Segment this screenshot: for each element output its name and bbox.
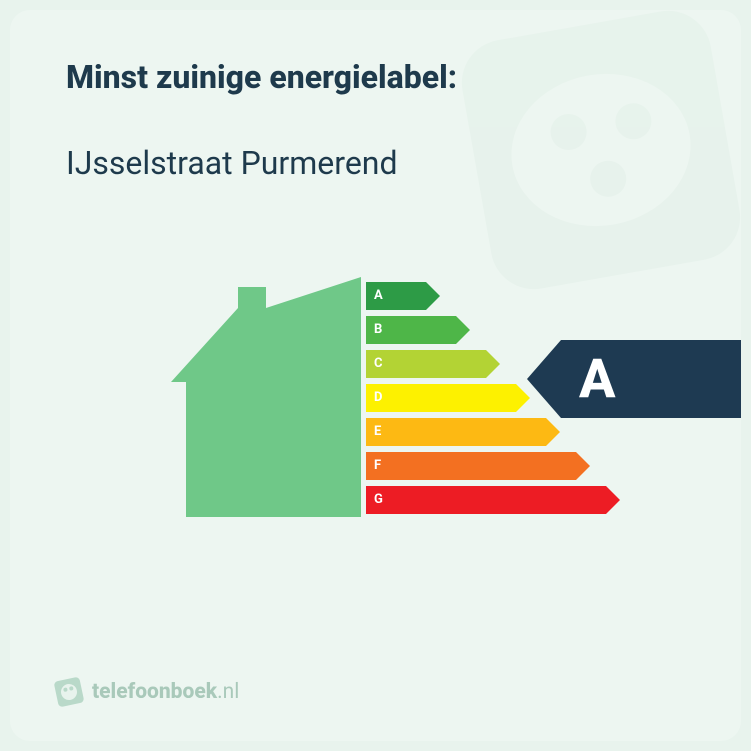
bar-shape xyxy=(366,486,620,514)
bar-letter: A xyxy=(374,282,383,310)
bar-letter: G xyxy=(374,486,383,514)
footer: telefoonboek.nl xyxy=(56,679,239,705)
tag-arrow xyxy=(527,340,561,418)
bar-letter: D xyxy=(374,384,382,412)
bar-letter: C xyxy=(374,350,383,378)
house-icon xyxy=(166,272,366,522)
footer-suffix: .nl xyxy=(217,680,239,704)
selected-label-tag: A xyxy=(527,340,741,418)
page-title: Minst zuinige energielabel: xyxy=(66,58,685,96)
footer-brand: telefoonboek xyxy=(92,680,217,704)
bar-shape xyxy=(366,350,500,378)
footer-text: telefoonboek.nl xyxy=(92,680,239,704)
tag-body: A xyxy=(561,340,741,418)
page-subtitle: IJsselstraat Purmerend xyxy=(66,144,685,182)
bar-letter: E xyxy=(374,418,381,446)
footer-logo-icon xyxy=(54,677,85,708)
bar-shape xyxy=(366,384,530,412)
card: Minst zuinige energielabel: IJsselstraat… xyxy=(10,10,741,741)
bar-letter: F xyxy=(374,452,381,480)
bar-shape xyxy=(366,418,560,446)
tag-letter: A xyxy=(579,348,616,411)
bar-shape xyxy=(366,452,590,480)
bar-letter: B xyxy=(374,316,382,344)
